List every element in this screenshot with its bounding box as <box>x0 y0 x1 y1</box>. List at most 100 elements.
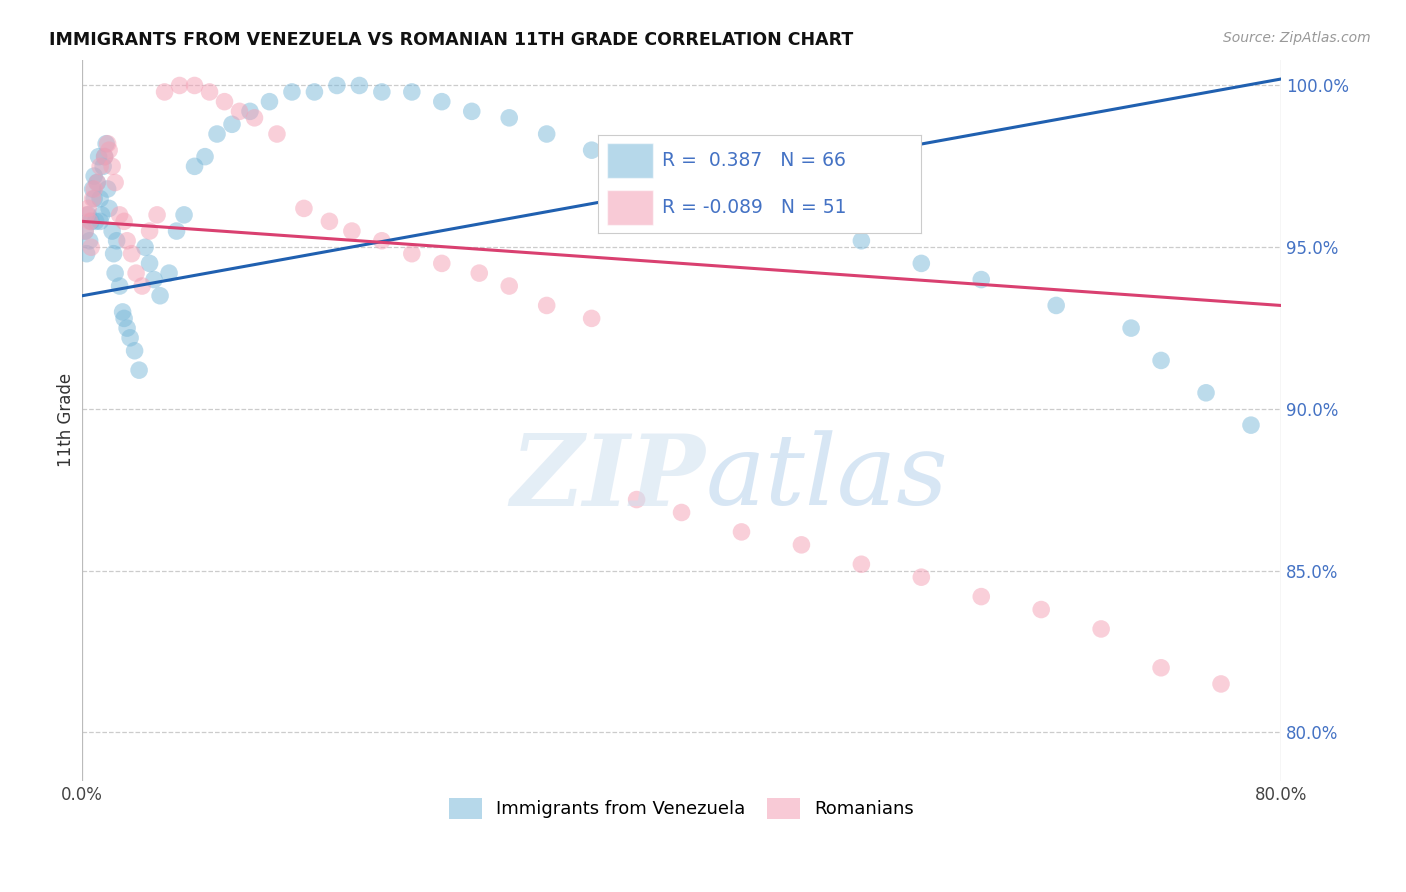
Point <box>87 150 110 164</box>
Point <box>98 143 121 157</box>
Point <box>349 78 371 93</box>
Point <box>626 159 648 173</box>
Point <box>292 202 315 216</box>
Point <box>80 214 103 228</box>
Point <box>1031 602 1053 616</box>
Point <box>1150 353 1173 368</box>
Point <box>371 234 394 248</box>
Point <box>173 208 195 222</box>
Point <box>266 127 288 141</box>
Point <box>77 202 100 216</box>
Legend: Immigrants from Venezuela, Romanians: Immigrants from Venezuela, Romanians <box>441 791 921 826</box>
Point <box>112 214 135 228</box>
Point <box>205 127 228 141</box>
Point <box>326 78 349 93</box>
Point <box>115 321 138 335</box>
Point <box>103 246 125 260</box>
Point <box>183 159 205 173</box>
Point <box>1045 298 1067 312</box>
Point <box>83 182 105 196</box>
Point <box>120 331 142 345</box>
Point <box>77 208 100 222</box>
Point <box>281 85 304 99</box>
Point <box>125 266 148 280</box>
Point <box>89 192 111 206</box>
Point <box>82 182 104 196</box>
Y-axis label: 11th Grade: 11th Grade <box>58 373 75 467</box>
Point <box>101 224 124 238</box>
Point <box>461 104 484 119</box>
Point <box>94 136 117 151</box>
Point <box>112 311 135 326</box>
Point <box>138 256 160 270</box>
Point <box>183 78 205 93</box>
Text: atlas: atlas <box>706 430 948 525</box>
Point <box>1090 622 1112 636</box>
Point <box>851 558 873 572</box>
Point <box>401 246 423 260</box>
Point <box>79 214 101 228</box>
Point <box>730 524 752 539</box>
Point <box>1119 321 1142 335</box>
Point <box>194 150 217 164</box>
Point <box>1150 661 1173 675</box>
Point <box>730 192 752 206</box>
Point <box>626 492 648 507</box>
Point <box>157 266 180 280</box>
Point <box>536 127 558 141</box>
Point <box>79 234 101 248</box>
Point <box>910 570 932 584</box>
Point <box>468 266 491 280</box>
Point <box>228 104 250 119</box>
Point <box>1240 418 1263 433</box>
Point <box>1209 677 1232 691</box>
Point <box>115 234 138 248</box>
Point <box>166 224 188 238</box>
Point <box>131 279 153 293</box>
Point <box>536 298 558 312</box>
Point <box>239 104 262 119</box>
Point <box>581 311 603 326</box>
Point <box>970 590 993 604</box>
Point <box>970 272 993 286</box>
Point <box>105 234 128 248</box>
Text: Source: ZipAtlas.com: Source: ZipAtlas.com <box>1223 31 1371 45</box>
Point <box>318 214 340 228</box>
Point <box>89 159 111 173</box>
Point <box>1195 385 1218 400</box>
Point <box>104 176 127 190</box>
Point <box>790 214 813 228</box>
Point <box>111 305 134 319</box>
Point <box>97 136 120 151</box>
Point <box>89 214 111 228</box>
Point <box>143 272 166 286</box>
Point <box>97 182 120 196</box>
Point <box>243 111 266 125</box>
Point <box>128 363 150 377</box>
Point <box>221 117 243 131</box>
Point <box>498 111 520 125</box>
Point <box>671 176 693 190</box>
Text: ZIP: ZIP <box>510 430 706 526</box>
Point <box>91 159 114 173</box>
Point <box>790 538 813 552</box>
Point <box>86 176 108 190</box>
Point <box>93 150 115 164</box>
Point <box>75 224 97 238</box>
Point <box>98 202 121 216</box>
Point <box>101 159 124 173</box>
Point <box>304 85 326 99</box>
Point <box>124 343 146 358</box>
Point <box>108 208 131 222</box>
Point <box>149 289 172 303</box>
Point <box>498 279 520 293</box>
Point <box>198 85 221 99</box>
Text: IMMIGRANTS FROM VENEZUELA VS ROMANIAN 11TH GRADE CORRELATION CHART: IMMIGRANTS FROM VENEZUELA VS ROMANIAN 11… <box>49 31 853 49</box>
Point <box>93 150 115 164</box>
Point <box>340 224 363 238</box>
Point <box>910 256 932 270</box>
Point <box>401 85 423 99</box>
Point <box>83 169 105 183</box>
Point <box>153 85 176 99</box>
Point <box>581 143 603 157</box>
